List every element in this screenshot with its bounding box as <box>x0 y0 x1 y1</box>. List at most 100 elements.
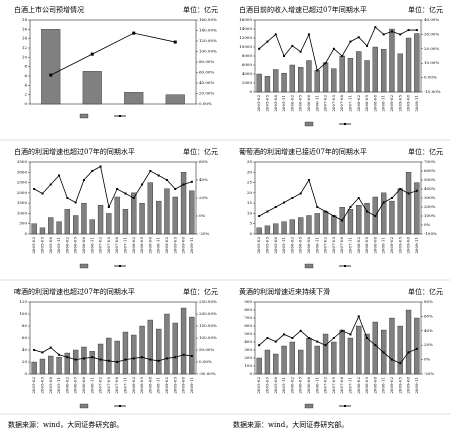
footer-source: 数据来源：wind，大同证券研究部。 <box>8 420 123 429</box>
bar <box>97 205 104 235</box>
x-tick-label: 2005-08 <box>48 237 53 254</box>
y-tick-label: 700 <box>244 315 252 320</box>
x-tick-label: 2007-08 <box>339 237 344 254</box>
x-tick-label: 2008-05 <box>364 95 369 112</box>
line-marker <box>316 206 319 208</box>
bar <box>156 328 162 375</box>
line-marker <box>58 353 61 356</box>
bar <box>347 58 354 93</box>
x-tick-label: 2009-02 <box>164 377 169 394</box>
bar <box>131 192 137 235</box>
line-marker <box>124 358 127 361</box>
bar <box>147 319 153 375</box>
y2-tick-label: -50.00% <box>199 371 216 376</box>
y-tick-label: 14 <box>22 36 28 41</box>
line-marker <box>407 351 410 354</box>
x-tick-label: 2005-05 <box>264 377 269 394</box>
y-tick-label: 400 <box>244 339 252 344</box>
x-tick-label: 2009-08 <box>406 377 411 394</box>
line-marker <box>116 361 119 363</box>
y2-tick-label: 80.00% <box>199 59 214 64</box>
bar <box>339 329 345 375</box>
legend-swatch <box>344 265 346 267</box>
line-marker <box>299 192 302 195</box>
bar <box>397 53 403 93</box>
bar <box>39 358 46 375</box>
line-marker <box>332 47 335 50</box>
x-tick-label: 2007-02 <box>98 237 103 254</box>
y2-tick-label: 0% <box>424 222 431 227</box>
line-marker <box>299 50 302 53</box>
x-tick-label: 2007-05 <box>106 237 111 254</box>
x-tick-label: 2005-02 <box>31 377 36 394</box>
line-marker <box>291 197 294 199</box>
x-tick-label: 2007-05 <box>331 377 336 394</box>
x-tick-label: 2009-02 <box>164 237 169 254</box>
line-marker <box>90 52 94 56</box>
line-marker <box>307 33 310 36</box>
y-tick-label: 35 <box>247 159 253 164</box>
x-tick-label: 2006-08 <box>81 377 86 394</box>
line-marker <box>99 165 102 168</box>
line-marker <box>283 201 286 204</box>
y-tick-label: 10 <box>247 210 253 215</box>
line-marker <box>66 197 69 199</box>
bar <box>414 182 420 235</box>
bar <box>156 200 162 235</box>
y2-tick-label: 140.00% <box>199 28 217 33</box>
x-tick-label: 2009-02 <box>389 237 394 254</box>
bar <box>405 37 412 93</box>
y2-tick-label: 20.00% <box>424 46 439 51</box>
y2-tick-label: 150.00% <box>199 323 217 328</box>
x-tick-label: 2009-11 <box>414 95 419 112</box>
bar <box>298 217 304 235</box>
unit-label: 单位：亿元 <box>183 147 218 156</box>
y-tick-label: 100 <box>244 363 252 368</box>
y-tick-label: 3000 <box>17 169 28 174</box>
x-tick-label: 2005-02 <box>31 237 36 254</box>
line-marker <box>258 344 261 347</box>
bar <box>306 337 312 375</box>
bar <box>48 217 54 235</box>
bar <box>180 172 187 235</box>
line-marker <box>399 33 402 36</box>
bar <box>289 341 295 375</box>
x-tick-label: 2009-08 <box>406 237 411 254</box>
line-marker <box>107 206 110 208</box>
bar <box>64 352 70 375</box>
x-tick-label: 2008-08 <box>147 237 152 254</box>
line-marker <box>49 73 53 77</box>
legend-swatch <box>304 403 314 409</box>
line-marker <box>149 358 152 361</box>
panel-title: 葡萄酒的利润增速已接近07年的同期水平 <box>239 147 367 156</box>
line-marker <box>107 359 110 362</box>
bar <box>189 316 195 375</box>
y2-tick-label: 0% <box>424 357 431 362</box>
bar <box>322 211 329 235</box>
bar <box>281 221 287 235</box>
y2-tick-label: 0.00% <box>199 359 212 364</box>
line-marker <box>91 356 94 359</box>
y-tick-label: 18 <box>22 17 28 22</box>
line-marker <box>382 351 385 354</box>
x-tick-label: 2006-08 <box>306 237 311 254</box>
y2-tick-label: -10.00% <box>424 89 441 94</box>
y2-tick-label: 300% <box>424 195 436 200</box>
x-tick-label: 2006-11 <box>314 237 319 254</box>
bar <box>31 361 37 375</box>
y-tick-label: 16000 <box>239 17 252 22</box>
bar <box>124 92 144 105</box>
line-marker <box>41 192 44 195</box>
x-tick-label: 2007-08 <box>339 95 344 112</box>
line-marker <box>324 344 327 347</box>
y-tick-label: 40 <box>22 347 28 352</box>
line-marker <box>141 183 144 186</box>
y-tick-label: 10000 <box>239 44 252 49</box>
y-tick-label: 1500 <box>17 200 28 205</box>
bar <box>364 202 370 235</box>
y2-tick-label: 0.00% <box>424 75 437 80</box>
bar <box>31 223 37 235</box>
y2-tick-label: 100.00% <box>199 335 217 340</box>
y2-tick-label: 80% <box>424 299 433 304</box>
line-marker <box>415 347 418 350</box>
